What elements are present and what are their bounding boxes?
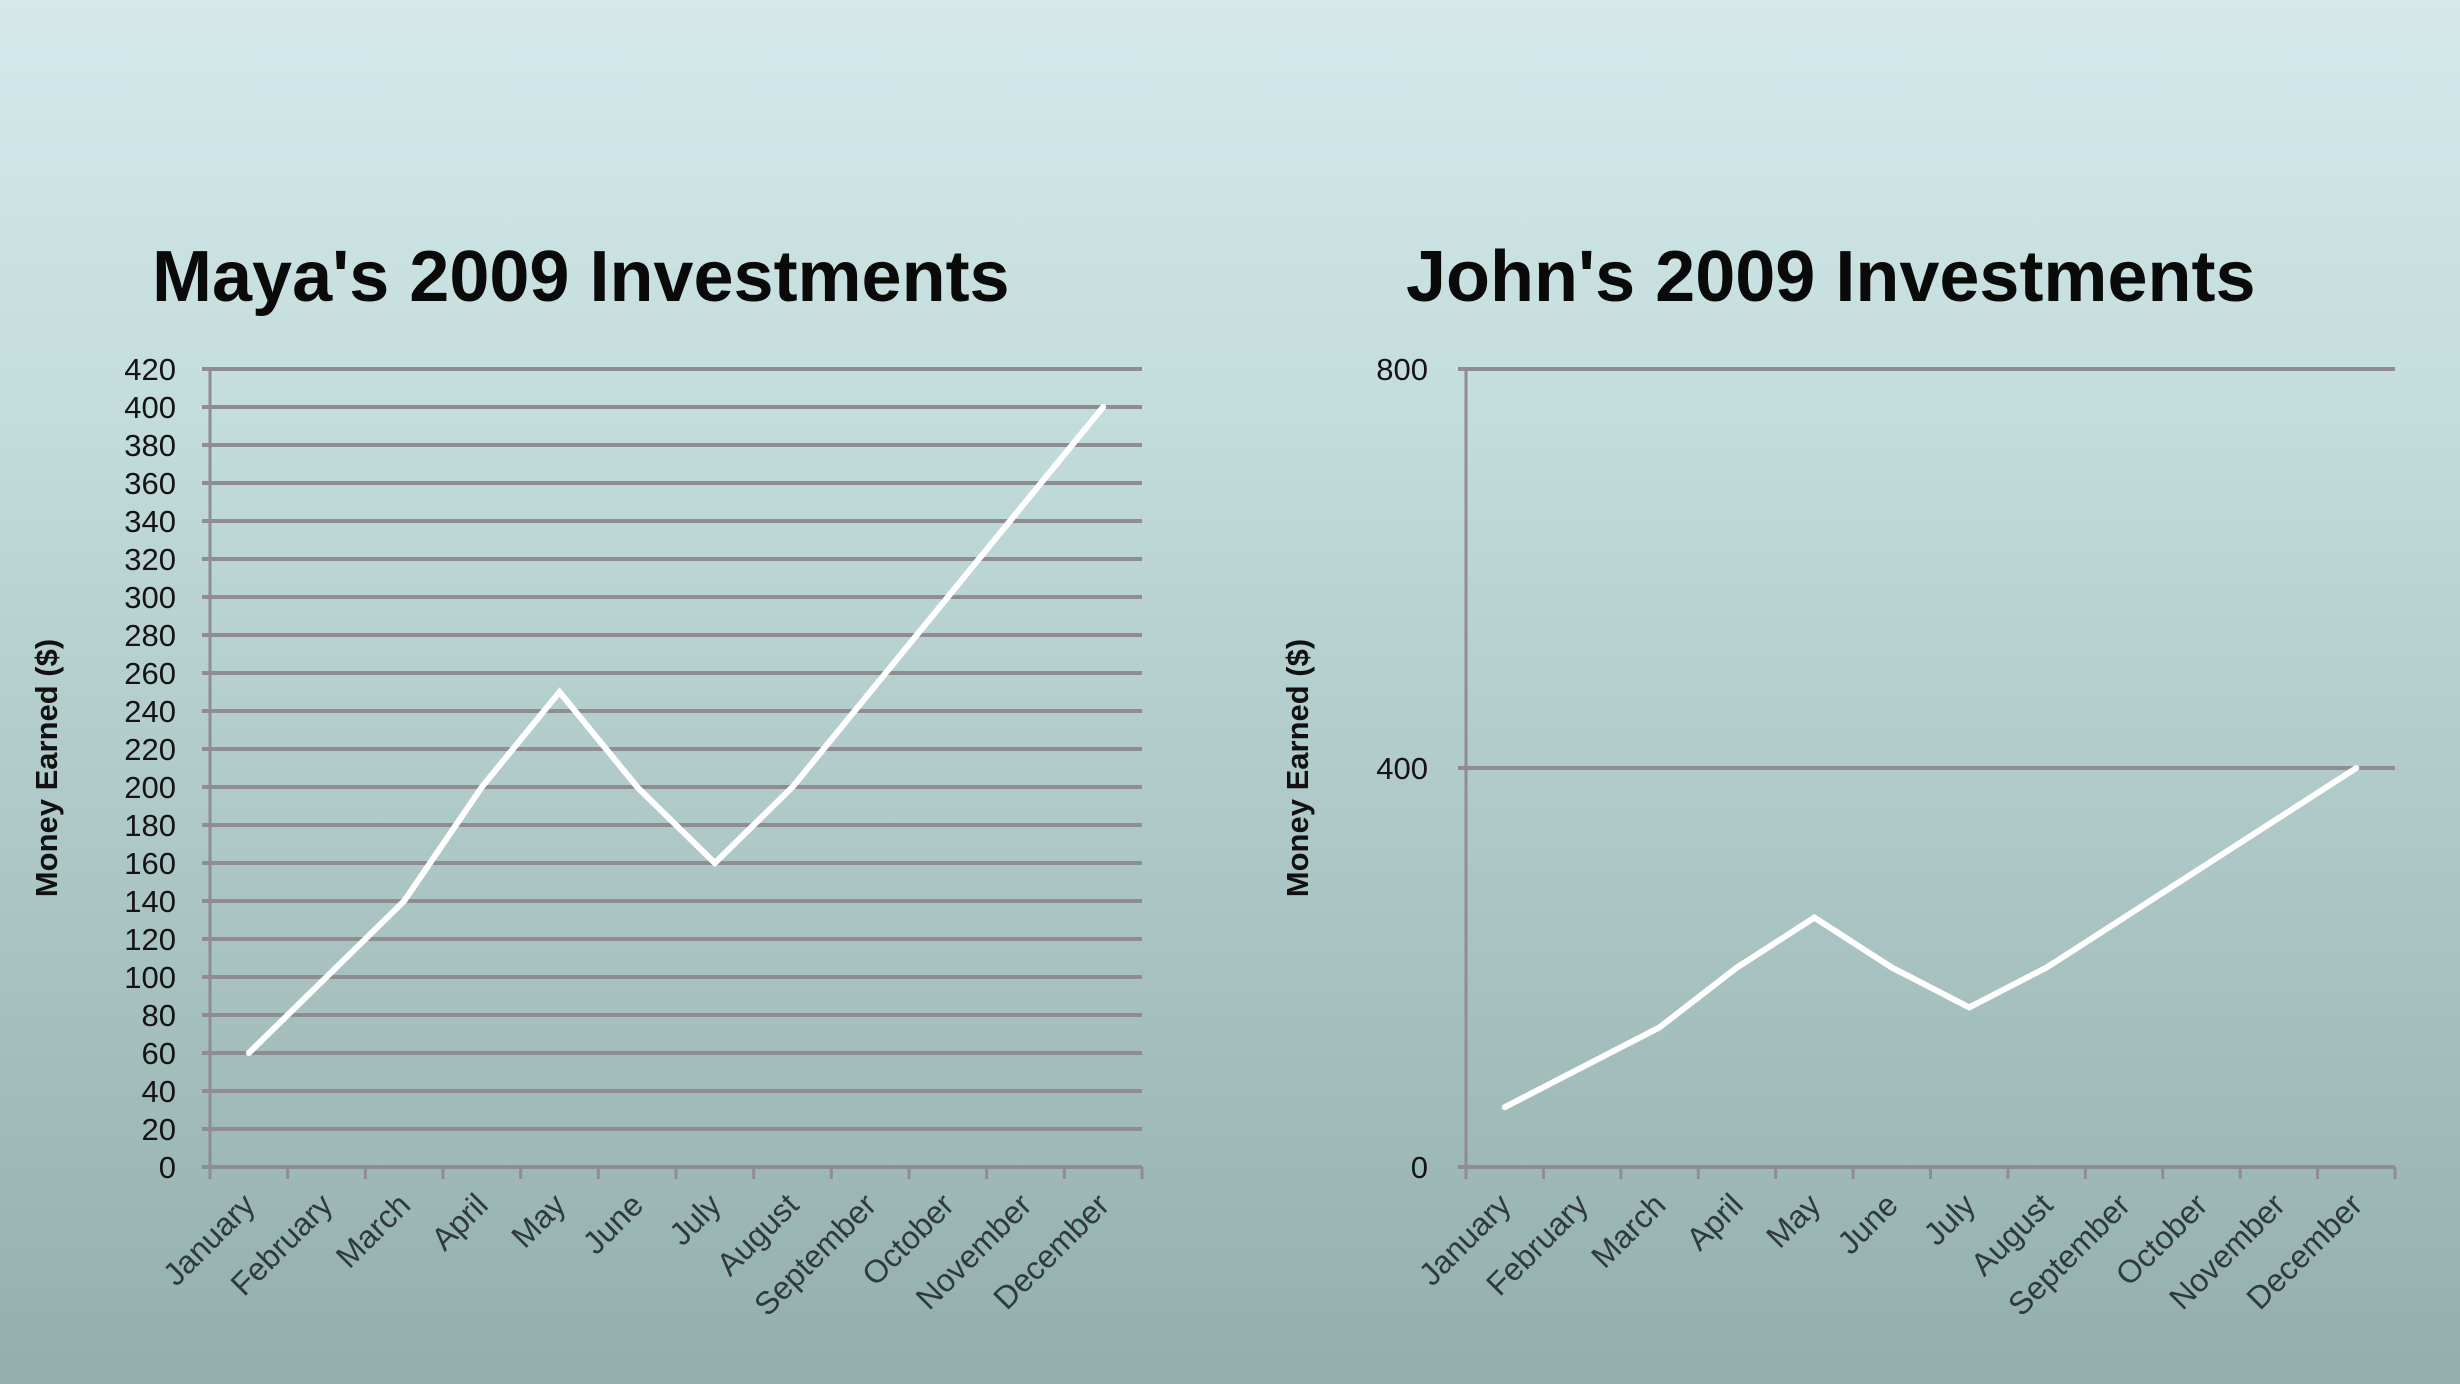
maya-plot: 0204060801001201401601802002202402602803… xyxy=(29,352,1144,1323)
y-tick-label: 400 xyxy=(1376,751,1428,786)
y-tick-label: 800 xyxy=(1376,352,1428,387)
y-tick-label: 240 xyxy=(124,694,176,729)
y-tick-label: 300 xyxy=(124,580,176,615)
y-axis-label: Money Earned ($) xyxy=(1280,639,1315,897)
x-tick-label: July xyxy=(1916,1186,1982,1252)
y-tick-label: 280 xyxy=(124,618,176,653)
y-tick-label: 60 xyxy=(142,1036,176,1071)
y-tick-label: 0 xyxy=(159,1150,176,1185)
y-tick-label: 260 xyxy=(124,656,176,691)
y-tick-label: 0 xyxy=(1411,1150,1428,1185)
y-tick-label: 200 xyxy=(124,770,176,805)
y-tick-label: 420 xyxy=(124,352,176,387)
y-tick-label: 180 xyxy=(124,808,176,843)
x-tick-label: June xyxy=(1830,1186,1905,1261)
x-tick-label: April xyxy=(424,1186,495,1257)
x-tick-label: May xyxy=(504,1186,572,1254)
x-tick-label: March xyxy=(329,1186,417,1274)
y-tick-label: 220 xyxy=(124,732,176,767)
y-tick-label: 20 xyxy=(142,1112,176,1147)
x-tick-label: June xyxy=(576,1186,651,1261)
y-tick-label: 320 xyxy=(124,542,176,577)
y-tick-label: 140 xyxy=(124,884,176,919)
y-tick-label: 40 xyxy=(142,1074,176,1109)
x-tick-label: March xyxy=(1584,1186,1672,1274)
data-line xyxy=(1501,765,2360,1111)
x-tick-label: July xyxy=(662,1186,728,1252)
y-tick-label: 120 xyxy=(124,922,176,957)
data-line xyxy=(245,404,1107,1056)
x-tick-label: May xyxy=(1759,1186,1827,1254)
chart-title: Maya's 2009 Investments xyxy=(152,237,1010,317)
y-tick-label: 340 xyxy=(124,504,176,539)
y-tick-label: 400 xyxy=(124,390,176,425)
y-axis-label: Money Earned ($) xyxy=(29,639,64,897)
y-tick-label: 380 xyxy=(124,428,176,463)
y-tick-label: 100 xyxy=(124,960,176,995)
y-tick-label: 360 xyxy=(124,466,176,501)
y-tick-label: 160 xyxy=(124,846,176,881)
x-tick-label: April xyxy=(1679,1186,1750,1257)
chart-title: John's 2009 Investments xyxy=(1406,237,2256,317)
y-tick-label: 80 xyxy=(142,998,176,1033)
